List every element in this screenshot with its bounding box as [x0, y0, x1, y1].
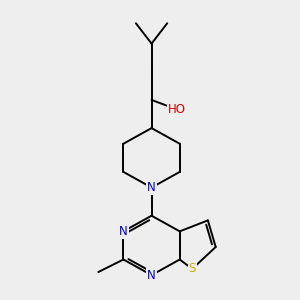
Text: N: N — [119, 225, 128, 238]
Text: N: N — [147, 181, 156, 194]
Text: HO: HO — [168, 103, 186, 116]
Text: S: S — [188, 262, 196, 275]
Text: N: N — [147, 268, 156, 282]
